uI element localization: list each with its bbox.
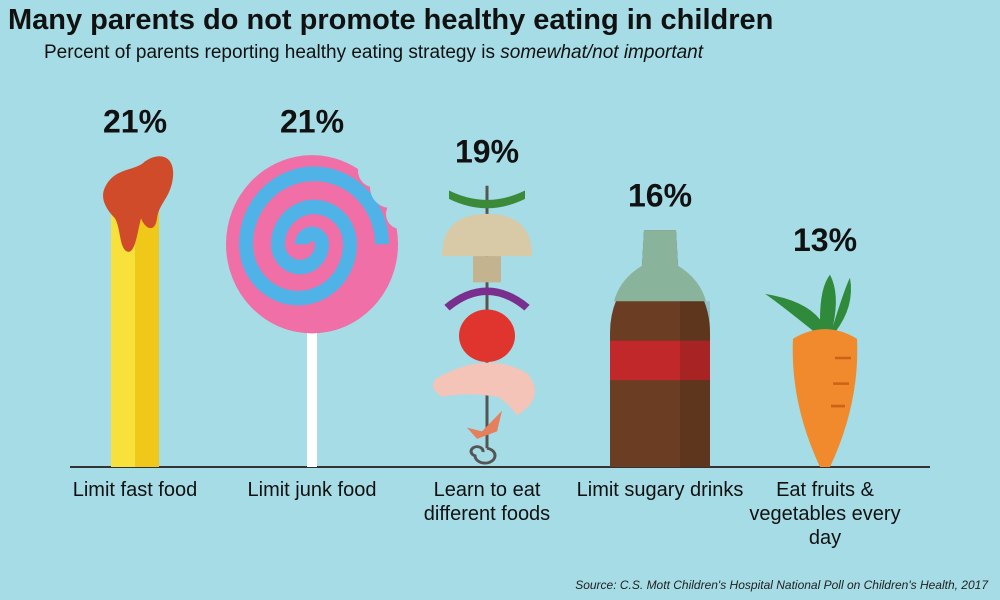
stick [307, 321, 317, 467]
value-label: 13% [793, 222, 857, 258]
category-label: Learn to eat different foods [423, 479, 551, 525]
tomato [459, 309, 515, 363]
value-label: 16% [628, 178, 692, 214]
leaves [765, 274, 851, 333]
carrot-lines [831, 356, 851, 408]
mushroom-stem [473, 256, 501, 283]
shrimp [433, 362, 535, 416]
category-label: Limit sugary drinks [576, 479, 744, 501]
pictogram [765, 274, 858, 467]
value-label: 21% [280, 104, 344, 140]
pictogram [610, 230, 710, 467]
source-note: Source: C.S. Mott Children's Hospital Na… [575, 578, 988, 592]
ketchup [103, 156, 174, 252]
category-label: Eat fruits & vegetables every day [749, 479, 901, 549]
subtitle-text: Percent of parents reporting healthy eat… [44, 42, 495, 63]
chart-subtitle: Percent of parents reporting healthy eat… [44, 42, 703, 64]
fry-shade [135, 197, 159, 467]
bottle-shade [680, 301, 710, 467]
value-label: 19% [455, 133, 519, 169]
bite [358, 154, 390, 188]
bottle-label [610, 340, 710, 381]
mushroom-cap [442, 213, 532, 257]
category-label: Limit fast food [72, 479, 198, 501]
cucumber [449, 190, 525, 209]
pictogram [433, 185, 535, 465]
pictogram [103, 156, 174, 467]
value-label: 21% [103, 104, 167, 140]
category-label: Limit junk food [247, 479, 377, 501]
subtitle-emphasis: somewhat/not important [500, 42, 704, 63]
bottle-top [614, 230, 706, 302]
carrot [792, 329, 858, 467]
onion [444, 287, 530, 311]
pictogram [226, 154, 414, 467]
swirl [238, 166, 389, 306]
shrimp-tail [467, 410, 502, 439]
bite [386, 199, 414, 229]
skewer-loop [469, 445, 497, 465]
chart-title: Many parents do not promote healthy eati… [8, 4, 774, 36]
